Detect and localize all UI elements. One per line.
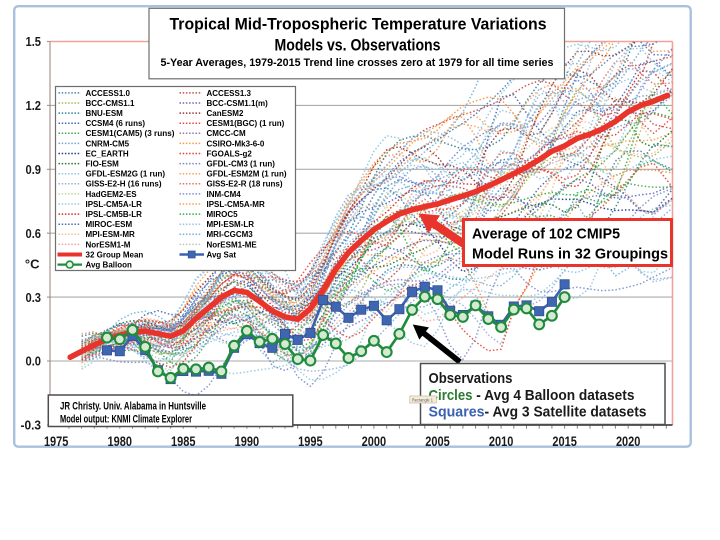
- svg-text:5-Year Averages, 1979-2015 Tre: 5-Year Averages, 1979-2015 Trend line cr…: [161, 57, 554, 69]
- svg-text:FGOALS-g2: FGOALS-g2: [207, 149, 253, 158]
- svg-text:1.5: 1.5: [26, 34, 42, 49]
- svg-text:2000: 2000: [362, 434, 387, 449]
- svg-text:HadGEM2-ES: HadGEM2-ES: [86, 190, 138, 199]
- svg-text:1.2: 1.2: [26, 98, 42, 113]
- svg-text:JR Christy. Univ. Alabama in H: JR Christy. Univ. Alabama in Huntsville: [60, 401, 206, 413]
- svg-text:0.0: 0.0: [26, 354, 42, 369]
- svg-text:1995: 1995: [298, 434, 323, 449]
- svg-text:Avg Balloon: Avg Balloon: [86, 261, 132, 270]
- svg-text:0.6: 0.6: [26, 226, 42, 241]
- svg-text:CNRM-CM5: CNRM-CM5: [86, 139, 130, 148]
- svg-text:MPI-ESM-MR: MPI-ESM-MR: [86, 230, 136, 239]
- svg-text:ACCESS1.3: ACCESS1.3: [207, 89, 252, 98]
- svg-text:Avg Sat: Avg Sat: [207, 250, 237, 259]
- svg-text:CSIRO-Mk3-6-0: CSIRO-Mk3-6-0: [207, 139, 265, 148]
- svg-text:MIROC-ESM: MIROC-ESM: [86, 220, 133, 229]
- svg-text:0.3: 0.3: [26, 290, 42, 305]
- svg-text:BCC-CMS1.1: BCC-CMS1.1: [86, 99, 135, 108]
- svg-text:FIO-ESM: FIO-ESM: [86, 160, 120, 169]
- svg-text:-0.3: -0.3: [21, 418, 42, 433]
- svg-text:MPI-ESM-LR: MPI-ESM-LR: [207, 220, 255, 229]
- svg-text:Model Runs in 32 Groupings: Model Runs in 32 Groupings: [472, 246, 668, 263]
- svg-text:MIROC5: MIROC5: [207, 210, 239, 219]
- svg-text:EC_EARTH: EC_EARTH: [86, 149, 129, 158]
- svg-text:2020: 2020: [616, 434, 641, 449]
- svg-text:Rectangle 1: Rectangle 1: [412, 397, 433, 403]
- svg-text:Squares- Avg 3 Satellite datas: Squares- Avg 3 Satellite datasets: [429, 404, 647, 421]
- svg-text:CESM1(BGC) (1 run): CESM1(BGC) (1 run): [207, 119, 285, 128]
- svg-text:IPSL-CM5A-LR: IPSL-CM5A-LR: [86, 200, 143, 209]
- svg-text:GISS-E2-R (18 runs): GISS-E2-R (18 runs): [207, 180, 283, 189]
- svg-text:GFDL-ESM2M (1 run): GFDL-ESM2M (1 run): [207, 170, 287, 179]
- svg-text:CESM1(CAM5) (3 runs): CESM1(CAM5) (3 runs): [86, 129, 175, 138]
- svg-text:Model output: KNMI Climate Exp: Model output: KNMI Climate Explorer: [60, 414, 192, 426]
- svg-text:INM-CM4: INM-CM4: [207, 190, 242, 199]
- svg-text:Circles - Avg 4 Balloon datase: Circles - Avg 4 Balloon datasets: [429, 387, 635, 404]
- svg-text:IPSL-CM5A-MR: IPSL-CM5A-MR: [207, 200, 265, 209]
- svg-text:2005: 2005: [425, 434, 450, 449]
- svg-text:MRI-CGCM3: MRI-CGCM3: [207, 230, 254, 239]
- svg-text:2010: 2010: [489, 434, 514, 449]
- svg-text:NorESM1-M: NorESM1-M: [86, 240, 131, 249]
- svg-text:NorESM1-ME: NorESM1-ME: [207, 240, 258, 249]
- svg-text:Average of 102 CMIP5: Average of 102 CMIP5: [472, 226, 620, 243]
- svg-text:CanESM2: CanESM2: [207, 109, 244, 118]
- svg-text:Tropical Mid-Tropospheric Temp: Tropical Mid-Tropospheric Temperature Va…: [170, 15, 547, 34]
- svg-text:Observations: Observations: [429, 370, 513, 387]
- svg-text:2015: 2015: [552, 434, 577, 449]
- svg-text:CCSM4 (6 runs): CCSM4 (6 runs): [86, 119, 146, 128]
- svg-text:GFDL-CM3 (1 run): GFDL-CM3 (1 run): [207, 160, 276, 169]
- svg-text:1975: 1975: [44, 434, 69, 449]
- svg-text:1985: 1985: [171, 434, 196, 449]
- svg-text:IPSL-CM5B-LR: IPSL-CM5B-LR: [86, 210, 143, 219]
- svg-text:GFDL-ESM2G (1 run): GFDL-ESM2G (1 run): [86, 170, 166, 179]
- svg-text:1990: 1990: [235, 434, 260, 449]
- svg-text:32 Group Mean: 32 Group Mean: [86, 250, 144, 259]
- svg-text:0.9: 0.9: [26, 162, 42, 177]
- svg-text:CMCC-CM: CMCC-CM: [207, 129, 246, 138]
- svg-text:ACCESS1.0: ACCESS1.0: [86, 89, 131, 98]
- svg-text:BNU-ESM: BNU-ESM: [86, 109, 124, 118]
- svg-text:BCC-CSM1.1(m): BCC-CSM1.1(m): [207, 99, 269, 108]
- svg-text:°C: °C: [25, 256, 40, 271]
- svg-text:GISS-E2-H (16 runs): GISS-E2-H (16 runs): [86, 180, 162, 189]
- svg-text:1980: 1980: [108, 434, 133, 449]
- svg-text:Models vs. Observations: Models vs. Observations: [275, 37, 441, 55]
